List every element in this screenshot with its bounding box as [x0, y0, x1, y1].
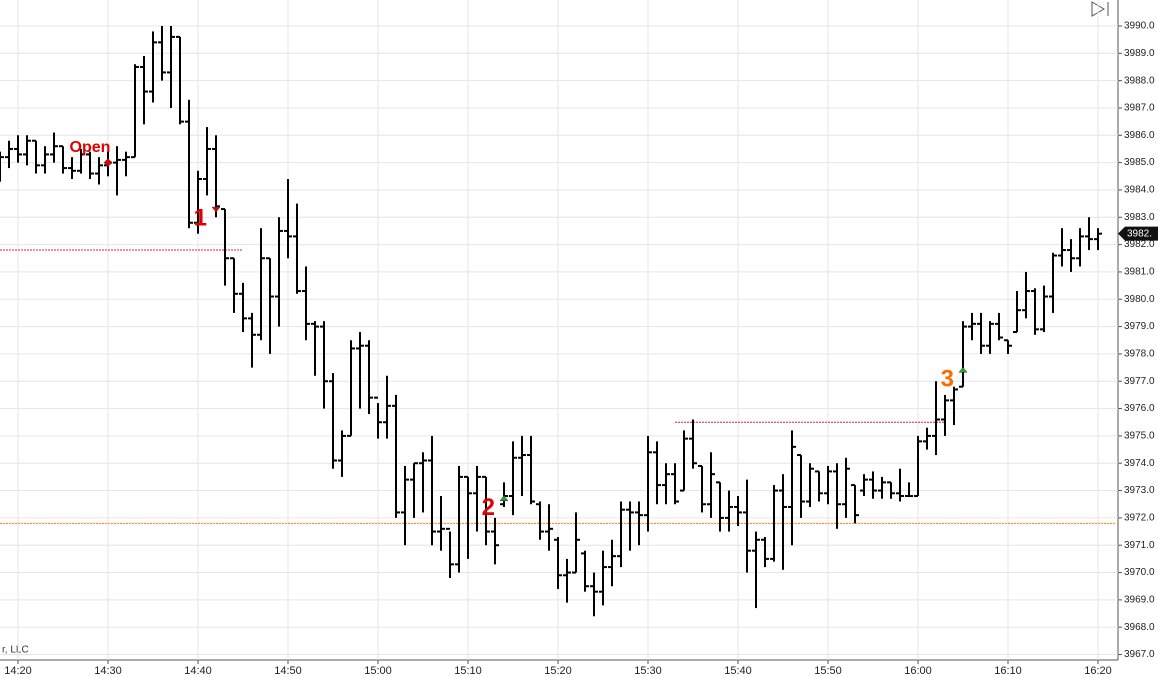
- y-tick-label: 3985.0: [1124, 157, 1155, 168]
- footer: r, LLC: [2, 645, 29, 656]
- x-tick-label: 14:30: [94, 665, 122, 677]
- y-tick-label: 3982.0: [1124, 239, 1155, 250]
- y-tick-label: 3976.0: [1124, 403, 1155, 414]
- y-tick-label: 3981.0: [1124, 267, 1155, 278]
- y-tick-label: 3980.0: [1124, 294, 1155, 305]
- signal-marker: [958, 366, 968, 373]
- x-tick-label: 16:10: [994, 665, 1022, 677]
- signal-marker: [499, 495, 509, 502]
- x-tick-label: 15:40: [724, 665, 752, 677]
- y-tick-label: 3973.0: [1124, 485, 1155, 496]
- signal-label: Open: [70, 139, 111, 156]
- y-tick-label: 3986.0: [1124, 130, 1155, 141]
- y-tick-label: 3984.0: [1124, 185, 1155, 196]
- x-tick-label: 16:00: [904, 665, 932, 677]
- y-tick-label: 3971.0: [1124, 540, 1155, 551]
- x-tick-label: 15:00: [364, 665, 392, 677]
- x-tick-label: 15:30: [634, 665, 662, 677]
- y-tick-label: 3983.0: [1124, 212, 1155, 223]
- last-price-flag: [1118, 226, 1158, 241]
- y-tick-label: 3989.0: [1124, 48, 1155, 59]
- signal-label: 1: [194, 204, 207, 231]
- y-tick-label: 3970.0: [1124, 567, 1155, 578]
- y-tick-label: 3968.0: [1124, 622, 1155, 633]
- x-tick-label: 14:20: [4, 665, 32, 677]
- y-tick-label: 3975.0: [1124, 431, 1155, 442]
- y-tick-label: 3990.0: [1124, 21, 1155, 32]
- x-tick-label: 16:20: [1084, 665, 1112, 677]
- y-tick-label: 3988.0: [1124, 75, 1155, 86]
- y-tick-label: 3967.0: [1124, 649, 1155, 660]
- signal-label: 3: [941, 366, 954, 393]
- y-tick-label: 3972.0: [1124, 513, 1155, 524]
- y-tick-label: 3969.0: [1124, 595, 1155, 606]
- signal-marker: [211, 206, 221, 213]
- last-price-label: 3982.: [1127, 228, 1152, 239]
- y-tick-label: 3977.0: [1124, 376, 1155, 387]
- x-tick-label: 15:50: [814, 665, 842, 677]
- y-tick-label: 3979.0: [1124, 321, 1155, 332]
- y-tick-label: 3978.0: [1124, 349, 1155, 360]
- x-tick-label: 15:20: [544, 665, 572, 677]
- y-tick-label: 3974.0: [1124, 458, 1155, 469]
- signal-label: 2: [482, 494, 495, 521]
- y-tick-label: 3987.0: [1124, 103, 1155, 114]
- x-tick-label: 14:40: [184, 665, 212, 677]
- x-tick-label: 15:10: [454, 665, 482, 677]
- signal-marker: [103, 158, 113, 167]
- x-tick-label: 14:50: [274, 665, 302, 677]
